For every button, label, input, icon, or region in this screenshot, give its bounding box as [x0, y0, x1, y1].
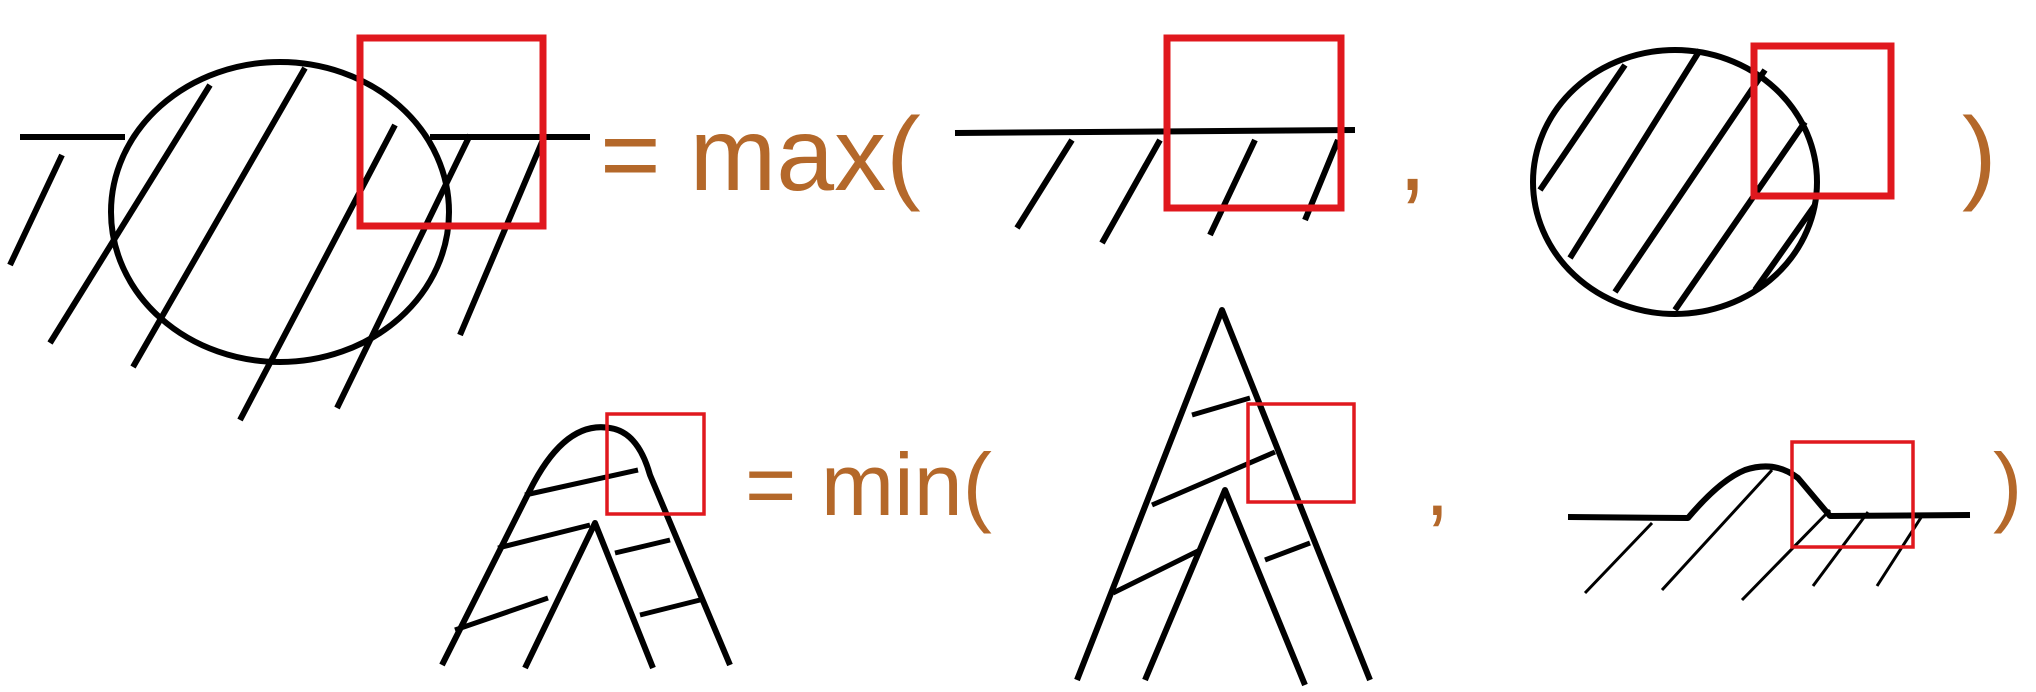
- hatch-line: [1811, 511, 1870, 587]
- highlight-box-halfplane: [1163, 34, 1345, 212]
- hatch-line: [1014, 138, 1075, 230]
- max-operator-label: = max(: [600, 97, 921, 213]
- hatch-line: [47, 83, 213, 345]
- hatch-line: [334, 133, 473, 410]
- hatch-line: [1583, 521, 1654, 595]
- hatch-line: [1752, 203, 1818, 292]
- union-result-shape: [7, 34, 590, 422]
- hatch-line: [1740, 508, 1832, 602]
- hatch-line: [1151, 449, 1276, 508]
- sharp-outer-outline: [1074, 307, 1373, 682]
- highlight-box-bump-halfplane: [1790, 440, 1915, 549]
- hatch-line: [1672, 120, 1808, 312]
- highlight-box-union-result: [356, 34, 547, 230]
- union-circle: [108, 59, 452, 365]
- highlight-box-sharp-wedge: [1246, 402, 1356, 504]
- hatch-line: [1207, 138, 1258, 237]
- max-close-paren: ): [1962, 97, 1997, 213]
- inner-wedge-outline: [1142, 487, 1308, 687]
- intersection-result-shape: [439, 412, 733, 670]
- min-operand-sharp-wedge: [1074, 307, 1373, 687]
- min-separator: ,: [1425, 435, 1449, 534]
- hatch-line: [1111, 547, 1202, 596]
- hatch-line: [1537, 63, 1628, 192]
- max-operand-halfplane: [954, 34, 1356, 245]
- highlight-box-circle: [1750, 42, 1895, 200]
- operand-circle: [1530, 47, 1820, 317]
- hatch-line: [614, 537, 671, 556]
- hatch-line: [7, 153, 65, 267]
- min-operand-bump-halfplane: [1567, 440, 1971, 602]
- hatch-line: [1099, 138, 1163, 245]
- hatch-line: [1875, 515, 1924, 587]
- hatch-line: [1264, 540, 1311, 563]
- hatch-line: [1612, 68, 1768, 294]
- hatch-line: [497, 522, 591, 551]
- hatch-line: [457, 133, 548, 337]
- min-close-paren: ): [1993, 435, 2022, 534]
- hatch-line: [454, 595, 549, 633]
- inner-wedge-outline: [522, 520, 656, 670]
- ground-line: [954, 127, 1356, 136]
- hatch-line: [639, 597, 701, 618]
- hatch-line: [130, 66, 308, 369]
- hatch-line: [237, 123, 398, 422]
- hatch-line: [1567, 48, 1703, 260]
- max-separator: ,: [1398, 97, 1427, 213]
- min-operator-label: = min(: [745, 435, 992, 534]
- rounded-outer-outline: [439, 424, 733, 667]
- max-operand-circle: [1530, 42, 1895, 317]
- highlight-box-intersection-result: [605, 412, 706, 516]
- hatch-line: [1191, 395, 1251, 418]
- hatch-line: [1660, 468, 1774, 592]
- hatch-line: [524, 467, 639, 498]
